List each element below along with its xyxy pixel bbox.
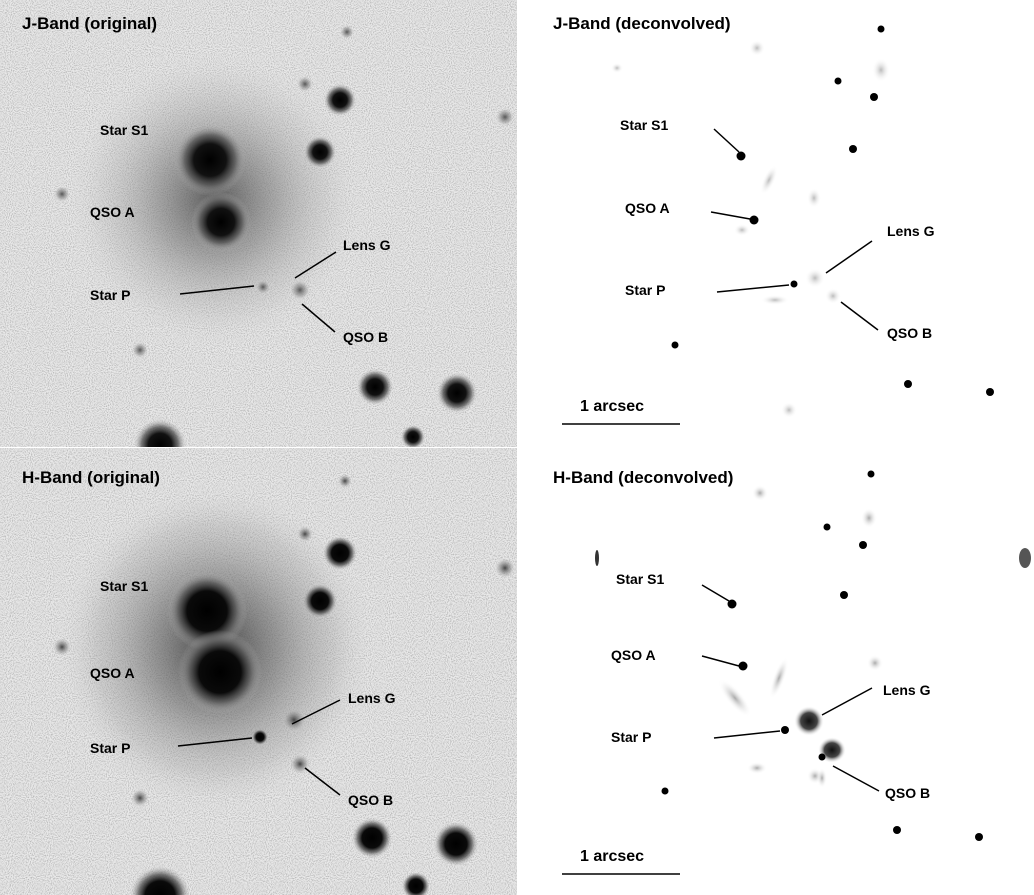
qso-a-blob (191, 192, 251, 252)
qso-a-blob (178, 630, 262, 714)
star-s1-point (736, 151, 746, 161)
label-qso-b: QSO B (885, 785, 930, 801)
pointer-star-p (713, 730, 781, 739)
panel-j-band-original: Star S1 QSO A Star P Lens G QSO B J-Band… (0, 0, 517, 447)
label-qso-a: QSO A (611, 647, 656, 663)
label-qso-b: QSO B (343, 329, 388, 345)
label-star-p: Star P (90, 740, 130, 756)
label-lens-g: Lens G (343, 237, 391, 253)
label-lens-g: Lens G (348, 690, 396, 706)
label-star-s1: Star S1 (100, 122, 148, 138)
pointer-qso-b (840, 301, 879, 331)
panel-j-band-deconvolved: Star S1 QSO A Star P Lens G QSO B 1 arcs… (517, 0, 1034, 447)
label-star-p: Star P (625, 282, 665, 298)
pointer-star-s1 (713, 128, 740, 153)
panel-title: H-Band (deconvolved) (553, 468, 734, 487)
scale-bar-label: 1 arcsec (580, 398, 644, 415)
label-qso-b: QSO B (887, 325, 932, 341)
pointer-lens-g (294, 251, 337, 279)
pointer-lens-g (821, 687, 873, 716)
panel-h-band-deconvolved: Star S1 QSO A Star P Lens G QSO B 1 arcs… (517, 448, 1034, 895)
label-star-s1: Star S1 (100, 578, 148, 594)
panel-h-band-original: Star S1 QSO A Star P Lens G QSO B H-Band… (0, 448, 517, 895)
panel-title: H-Band (original) (22, 468, 160, 487)
j-band-original-image: Star S1 QSO A Star P Lens G QSO B (0, 0, 517, 447)
pointer-star-p (716, 284, 790, 293)
label-qso-b: QSO B (348, 792, 393, 808)
label-qso-a: QSO A (90, 204, 135, 220)
pointer-star-s1 (701, 584, 730, 602)
star-s1-point (727, 599, 737, 609)
pointer-qso-b (304, 767, 341, 796)
label-star-s1: Star S1 (620, 117, 668, 133)
j-band-deconvolved-image: Star S1 QSO A Star P Lens G QSO B 1 arcs… (517, 0, 1034, 447)
star-p-point (781, 726, 789, 734)
label-star-p: Star P (90, 287, 130, 303)
label-star-s1: Star S1 (616, 571, 664, 587)
pointer-lens-g (291, 699, 341, 725)
pointer-star-p (177, 737, 253, 747)
panel-title: J-Band (deconvolved) (553, 14, 731, 33)
label-lens-g: Lens G (887, 223, 935, 239)
pointer-qso-b (832, 765, 880, 792)
label-qso-a: QSO A (90, 665, 135, 681)
label-star-p: Star P (611, 729, 651, 745)
panel-title: J-Band (original) (22, 14, 158, 33)
lens-g-blob (794, 706, 824, 736)
label-lens-g: Lens G (883, 682, 931, 698)
pointer-star-p (179, 285, 255, 295)
pointer-qso-a (701, 655, 740, 667)
star-p-point (790, 280, 798, 288)
star-p-blob (256, 280, 270, 294)
pointer-qso-a (710, 211, 751, 220)
h-band-original-image: Star S1 QSO A Star P Lens G QSO B (0, 448, 517, 895)
scale-bar-label: 1 arcsec (580, 848, 644, 865)
star-s1-blob (174, 124, 246, 196)
star-p-blob (252, 729, 268, 745)
h-band-deconvolved-image: Star S1 QSO A Star P Lens G QSO B 1 arcs… (517, 448, 1034, 895)
qso-a-point (738, 661, 748, 671)
pointer-lens-g (825, 240, 873, 274)
qso-a-point (749, 215, 759, 225)
label-qso-a: QSO A (625, 200, 670, 216)
pointer-qso-b (301, 303, 336, 333)
